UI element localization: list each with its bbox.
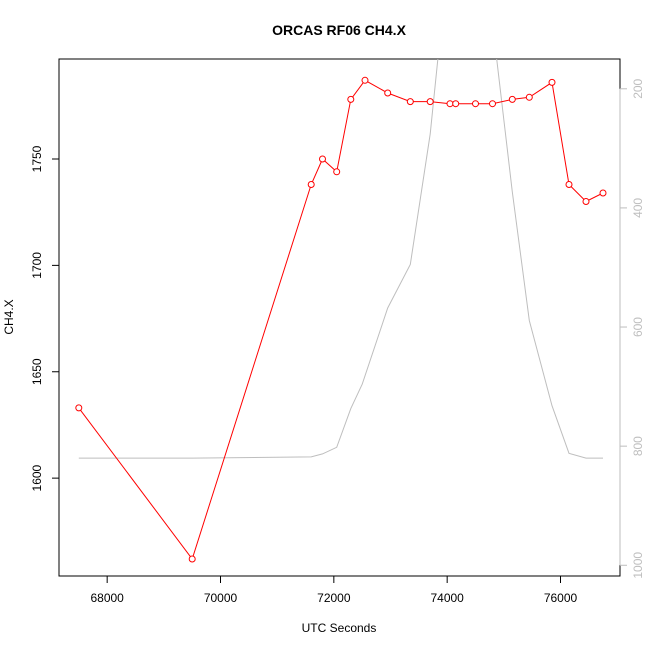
x-tick-label: 72000 bbox=[317, 591, 351, 605]
axis-layer: 68000 70000 72000 74000 76000 1600 1650 1700 175… bbox=[30, 78, 645, 605]
main-series-point bbox=[452, 100, 460, 108]
main-series-point bbox=[347, 95, 355, 103]
x-tick-label: 68000 bbox=[90, 591, 124, 605]
main-series-line bbox=[78, 79, 604, 561]
main-series-point bbox=[472, 100, 479, 108]
main-series-point bbox=[75, 404, 83, 412]
right-tick-label: 600 bbox=[631, 317, 645, 337]
plot-frame bbox=[58, 58, 621, 577]
main-series-point bbox=[333, 168, 341, 176]
main-series-point bbox=[307, 181, 315, 188]
main-series-point bbox=[188, 555, 196, 563]
y-tick-label: 1600 bbox=[30, 464, 44, 491]
main-series-point bbox=[406, 98, 414, 106]
x-tick-label: 76000 bbox=[544, 591, 578, 605]
main-series-point bbox=[319, 155, 326, 163]
series-layer bbox=[75, 59, 607, 563]
main-series-point bbox=[489, 100, 496, 108]
x-tick-label: 70000 bbox=[204, 591, 238, 605]
y-tick-label: 1700 bbox=[30, 252, 44, 279]
main-series-point bbox=[582, 198, 590, 205]
y-tick-label: 1650 bbox=[30, 358, 44, 385]
main-series-point bbox=[361, 76, 369, 84]
x-axis-label: UTC Seconds bbox=[302, 621, 377, 635]
main-series-point bbox=[426, 98, 434, 106]
main-series-point bbox=[508, 95, 516, 103]
secondary-series-line bbox=[78, 59, 603, 459]
main-series-point bbox=[384, 89, 392, 97]
y-axis-label: CH4.X bbox=[2, 299, 16, 334]
main-series-point bbox=[599, 189, 607, 197]
right-tick-label: 400 bbox=[631, 198, 645, 218]
x-tick-label: 74000 bbox=[430, 591, 464, 605]
right-tick-label: 1000 bbox=[631, 552, 645, 579]
main-series-point bbox=[446, 100, 454, 108]
y-tick-label: 1750 bbox=[30, 145, 44, 172]
main-series-point bbox=[565, 181, 573, 188]
main-series-point bbox=[525, 93, 533, 101]
right-tick-label: 200 bbox=[631, 78, 645, 98]
right-tick-label: 800 bbox=[631, 436, 645, 456]
chart-title: ORCAS RF06 CH4.X bbox=[272, 22, 406, 38]
main-series-point bbox=[548, 78, 556, 86]
